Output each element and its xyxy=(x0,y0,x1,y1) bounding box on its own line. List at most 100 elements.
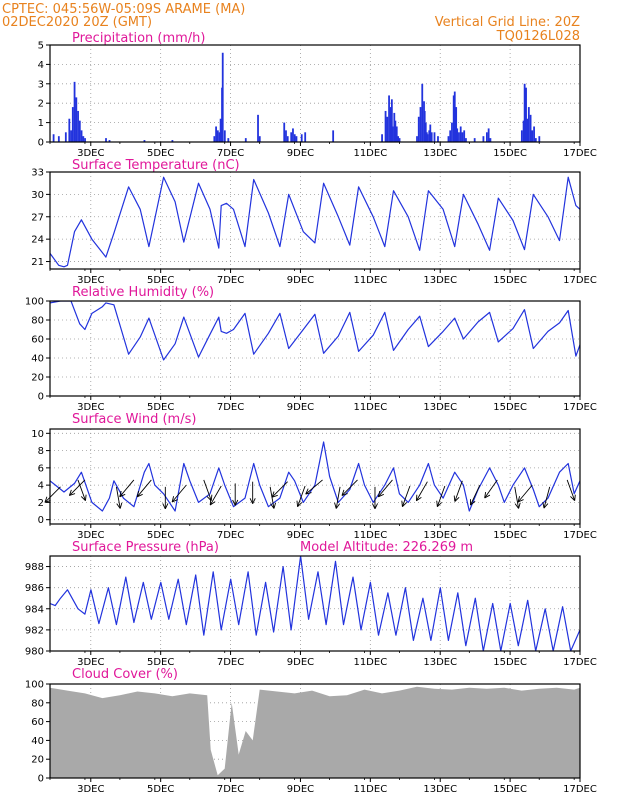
precipitation-bar xyxy=(526,118,529,142)
wind-arrow-shaft xyxy=(77,479,86,501)
relative-humidity-line xyxy=(50,301,580,361)
wind-arrow-head xyxy=(252,498,256,504)
location-header: CPTEC: 045:56W-05:09S ARAME (MA) xyxy=(2,2,245,17)
surface-pressure-y-tick-label: 982 xyxy=(25,625,44,636)
precipitation-bar xyxy=(486,132,488,142)
wind-arrow-shaft xyxy=(436,485,446,507)
precipitation-bar xyxy=(451,122,453,142)
cloud-cover-area xyxy=(50,686,580,778)
surface-wind-x-tick-label: 3DEC xyxy=(77,530,104,541)
precipitation-bar xyxy=(394,120,397,142)
precipitation-bar xyxy=(77,110,79,142)
precipitation-bar xyxy=(227,138,230,142)
precipitation-frame xyxy=(49,44,581,143)
precipitation-x-tick-label: 5DEC xyxy=(147,148,174,159)
wind-arrow xyxy=(377,479,393,498)
wind-arrow-head xyxy=(574,494,576,501)
wind-arrow xyxy=(296,485,306,507)
surface-pressure-x-tick-label: 13DEC xyxy=(423,657,457,668)
wind-arrow-shaft xyxy=(454,480,463,502)
surface-temperature-x-tick-label: 17DEC xyxy=(563,275,597,286)
precipitation-x-tick-label: 7DEC xyxy=(217,148,244,159)
precipitation-bar xyxy=(304,132,307,142)
precipitation-bar xyxy=(437,136,439,142)
precipitation-bar xyxy=(482,136,485,142)
wind-arrow-head xyxy=(470,500,476,506)
precipitation-bar xyxy=(455,107,458,142)
surface-temperature-panel: Surface Temperature (nC) 21 24 27 30 33 3DEC 5… xyxy=(31,158,597,286)
precipitation-x-tick-label: 13DEC xyxy=(423,148,457,159)
precipitation-bar xyxy=(300,134,303,142)
precipitation-bar xyxy=(108,140,111,142)
precipitation-bar xyxy=(398,138,401,142)
surface-wind-y-tick-label: 10 xyxy=(31,429,44,440)
precipitation-bar xyxy=(525,87,527,142)
surface-pressure-x-tick-label: 15DEC xyxy=(493,657,527,668)
precipitation-bar xyxy=(213,136,216,142)
wind-arrow-shaft xyxy=(269,486,275,509)
wind-arrow-head xyxy=(136,490,140,497)
wind-arrow-head xyxy=(119,502,123,509)
precipitation-bar xyxy=(452,95,455,142)
surface-wind-y-tick-label: 0 xyxy=(38,515,44,526)
wind-arrow-shaft xyxy=(566,479,576,501)
precipitation-bar xyxy=(538,136,541,142)
wind-arrow xyxy=(436,485,446,507)
wind-arrow-head xyxy=(484,491,487,499)
surface-temperature-y-tick-label: 33 xyxy=(31,168,44,179)
wind-arrow-head xyxy=(377,490,381,497)
wind-arrow-shaft xyxy=(543,486,551,509)
precipitation-bar xyxy=(465,138,467,142)
precipitation-bar xyxy=(463,130,466,142)
relative-humidity-x-tick-label: 11DEC xyxy=(353,402,387,413)
precipitation-bar xyxy=(393,112,396,142)
wind-arrow-head xyxy=(297,502,303,507)
precipitation-bar xyxy=(257,114,259,142)
precipitation-bar xyxy=(384,110,387,142)
wind-arrow xyxy=(209,485,222,506)
relative-humidity-x-tick-label: 9DEC xyxy=(287,402,314,413)
run-id: TQ0126L028 xyxy=(496,29,580,44)
precipitation-panel: Precipitation (mm/h) 0 1 2 3 4 5 3DEC 5DEC 7DEC 9… xyxy=(38,31,597,159)
precipitation-bar xyxy=(78,120,81,142)
wind-arrow-head xyxy=(305,492,312,495)
wind-arrow-head xyxy=(371,503,376,510)
surface-wind-frame xyxy=(49,428,581,525)
precipitation-bar xyxy=(520,130,523,142)
surface-pressure-y-tick-label: 980 xyxy=(25,647,44,658)
wind-arrow xyxy=(484,479,498,499)
precipitation-y-tick-label: 2 xyxy=(38,99,44,110)
surface-wind-x-tick-label: 7DEC xyxy=(217,530,244,541)
wind-arrow-shaft xyxy=(297,485,306,507)
wind-arrow-shaft xyxy=(69,479,86,496)
precipitation-x-tick-label: 15DEC xyxy=(493,148,527,159)
precipitation-y-tick-label: 4 xyxy=(38,60,44,71)
precipitation-x-tick-label: 17DEC xyxy=(563,148,597,159)
wind-arrow-shaft xyxy=(377,479,393,498)
precipitation-bar xyxy=(423,110,426,142)
precipitation-bar xyxy=(522,120,525,142)
precipitation-bar xyxy=(295,136,298,142)
wind-arrow-head xyxy=(514,503,519,509)
precipitation-bar xyxy=(215,126,217,142)
precipitation-bar xyxy=(453,91,456,142)
wind-arrow-head xyxy=(454,496,460,502)
cloud-cover-y-tick-label: 60 xyxy=(31,717,44,728)
precipitation-bar xyxy=(381,134,383,142)
surface-pressure-x-tick-label: 11DEC xyxy=(353,657,387,668)
cloud-cover-x-tick-label: 9DEC xyxy=(287,784,314,795)
cloud-cover-y-tick-label: 0 xyxy=(38,774,44,785)
precipitation-bar xyxy=(73,81,76,142)
wind-arrow-head xyxy=(137,493,143,498)
surface-wind-x-tick-label: 15DEC xyxy=(493,530,527,541)
wind-arrow-head xyxy=(402,502,408,507)
wind-arrow xyxy=(269,486,277,509)
cloud-cover-y-tick-label: 40 xyxy=(31,736,44,747)
surface-temperature-x-tick-label: 9DEC xyxy=(287,275,314,286)
wind-arrow xyxy=(171,484,187,503)
wind-arrow-head xyxy=(542,502,545,509)
cloud-cover-x-tick-label: 3DEC xyxy=(77,784,104,795)
precipitation-bar xyxy=(417,116,420,142)
wind-arrow xyxy=(517,484,533,503)
wind-arrow-head xyxy=(44,496,48,503)
